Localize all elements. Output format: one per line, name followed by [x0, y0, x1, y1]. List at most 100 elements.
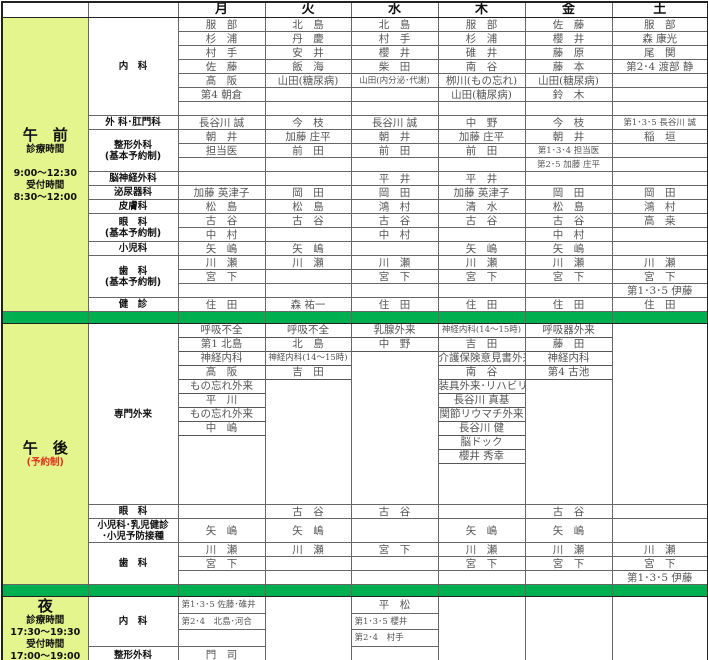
specialty-clinic-item: 中 野	[352, 338, 437, 352]
specialty-clinic-item: 呼吸器外来	[526, 325, 611, 338]
doctor-cell-wed	[350, 556, 439, 571]
doctor-cell-sat: 高 桒	[611, 213, 708, 228]
doctor-cell-mon	[177, 157, 266, 172]
doctor-cell-sat	[611, 101, 708, 116]
schedule-row: 杉 浦丹 慶村 手杉 浦櫻 井森 康光	[2, 31, 708, 46]
doctor-cell-mon: 村 手	[177, 45, 266, 60]
dept-name-line: ･小児予防接種	[102, 530, 164, 542]
doctor-cell-fri: 宮 下	[524, 269, 613, 284]
specialty-clinic-item: 呼吸不全	[179, 325, 264, 338]
doctor-cell-wed: 川 瀬	[350, 255, 439, 270]
doctor-cell-thu: 古 谷	[437, 213, 526, 228]
doctor-cell-mon	[177, 504, 266, 519]
doctor-cell-sat	[611, 171, 708, 186]
specialty-clinic-item: もの忘れ外来	[179, 380, 264, 394]
doctor-cell-tue: 丹 慶	[264, 31, 352, 46]
doctor-cell-tue	[264, 556, 352, 571]
schedule-row: 宮 下宮 下宮 下宮 下	[2, 556, 708, 571]
doctor-cell-mon: 長谷川 誠	[177, 115, 266, 130]
doctor-cell-tue	[264, 269, 352, 284]
doctor-cell-sat: 森 康光	[611, 31, 708, 46]
doctor-cell-mon: 第2･4 北島･河合	[177, 612, 266, 631]
band-cell	[350, 311, 439, 324]
dept-label: 整形外科	[87, 646, 179, 660]
schedule-row: 皮膚科松 島松 島鴻 村清 水松 島鴻 村	[2, 199, 708, 214]
doctor-cell-tue: 松 島	[264, 199, 352, 214]
schedule-row: 佐 藤飯 海柴 田南 谷藤 本第2･4 渡部 静	[2, 59, 708, 74]
doctor-cell-sat: 第1･3･5 伊藤	[611, 283, 708, 298]
doctor-cell-mon: 門 司	[177, 646, 266, 660]
doctor-cell-fri: 宮 下	[524, 556, 613, 571]
dept-label: 小児科･乳児健診 ･小児予防接種	[87, 518, 179, 543]
doctor-cell-sat	[611, 227, 708, 242]
band-cell	[177, 584, 266, 597]
doctor-cell-thu	[437, 101, 526, 116]
doctor-cell-sat: 宮 下	[611, 556, 708, 571]
doctor-cell-wed: 第2･4 村手	[350, 629, 439, 648]
day-header-fri: 金	[524, 1, 613, 18]
doctor-cell-sat: 川 瀬	[611, 542, 708, 557]
afternoon-title: 午 後	[22, 439, 68, 457]
doctor-cell-mon	[177, 570, 266, 585]
dept-header-blank	[87, 1, 179, 18]
doctor-cell-thu: 服 部	[437, 17, 526, 32]
band-cell	[611, 311, 708, 324]
doctor-cell-thu: 矢 嶋	[437, 241, 526, 256]
doctor-cell-wed: 櫻 井	[350, 45, 439, 60]
doctor-cell-thu: 宮 下	[437, 556, 526, 571]
specialty-clinic-item: 長谷川 健	[439, 422, 524, 436]
schedule-row: 外 科･肛門科 長谷川 誠今 枝長谷川 誠中 野今 枝第1･3･5 長谷川 誠	[2, 115, 708, 130]
doctor-cell-thu	[437, 157, 526, 172]
doctor-cell-fri	[524, 283, 613, 298]
dept-name-line: 小児科	[118, 243, 148, 254]
empty-cell-tue	[264, 596, 352, 660]
doctor-cell-fri: 川 瀬	[524, 255, 613, 270]
doctor-cell-wed: 宮 下	[350, 542, 439, 557]
doctor-cell-fri: 佐 藤	[524, 17, 613, 32]
dept-name-line: 泌尿器科	[113, 187, 152, 198]
specialty-clinic-item: 髙 阪	[179, 366, 264, 380]
day-header-wed: 水	[350, 1, 439, 18]
schedule-row: 歯 科川 瀬川 瀬宮 下川 瀬川 瀬川 瀬	[2, 542, 708, 585]
doctor-cell-fri	[524, 171, 613, 186]
dept-name-line: (基本予約制)	[104, 150, 162, 162]
doctor-cell-thu: 宮 下	[437, 269, 526, 284]
doctor-cell-tue: 矢 嶋	[264, 241, 352, 256]
doctor-cell-wed: 山田(内分泌･代謝)	[350, 73, 439, 88]
doctor-cell-fri: 鈴 木	[524, 87, 613, 102]
band-cell	[437, 584, 526, 597]
doctor-cell-wed: 柴 田	[350, 59, 439, 74]
morning-period-label: 午 前診療時間 9:00〜12:30 受付時間 8:30〜12:00	[1, 17, 89, 312]
dept-name-line: 内 科	[118, 616, 148, 628]
afternoon-period-label: 午 後 (予約制)	[1, 323, 89, 585]
doctor-cell-wed	[350, 518, 439, 543]
specialty-column-thu: 神経内科(14〜15時) 吉 田介護保険意見書外来南 谷装具外来･リハビリ 長谷川 …	[437, 323, 526, 505]
doctor-cell-thu: 前 田	[437, 143, 526, 158]
specialty-clinic-item: もの忘れ外来	[179, 408, 264, 422]
band-cell	[611, 584, 708, 597]
dept-label: 泌尿器科	[87, 185, 179, 200]
doctor-cell-fri: 岡 田	[524, 185, 613, 200]
doctor-cell-thu: 平 井	[437, 171, 526, 186]
band-cell	[524, 311, 613, 324]
schedule-row: 第4 朝倉 山田(糖尿病) 鈴 木	[2, 87, 708, 102]
doctor-cell-thu: 川 瀬	[437, 255, 526, 270]
doctor-cell-wed: 鴻 村	[350, 199, 439, 214]
doctor-cell-mon: 住 田	[177, 297, 266, 312]
doctor-cell-thu: 加藤 英津子	[437, 185, 526, 200]
band-cell	[177, 311, 266, 324]
dept-name-line: 整形外科	[113, 649, 152, 660]
doctor-cell-tue	[264, 570, 352, 585]
band-cell	[87, 584, 179, 597]
doctor-cell-tue: 矢 嶋	[264, 518, 352, 543]
night-hours-label: 診療時間	[26, 615, 65, 626]
doctor-cell-wed: 岡 田	[350, 185, 439, 200]
empty-cell-thu	[437, 596, 526, 660]
doctor-cell-thu: 中 野	[437, 115, 526, 130]
doctor-cell-tue	[264, 227, 352, 242]
doctor-cell-fri: 矢 嶋	[524, 241, 613, 256]
doctor-cell-wed: 中 村	[350, 227, 439, 242]
doctor-cell-wed: 第1･3･5 櫻井	[350, 612, 439, 631]
band-cell	[1, 584, 89, 597]
specialty-clinic-item: 長谷川 真基	[439, 394, 524, 408]
